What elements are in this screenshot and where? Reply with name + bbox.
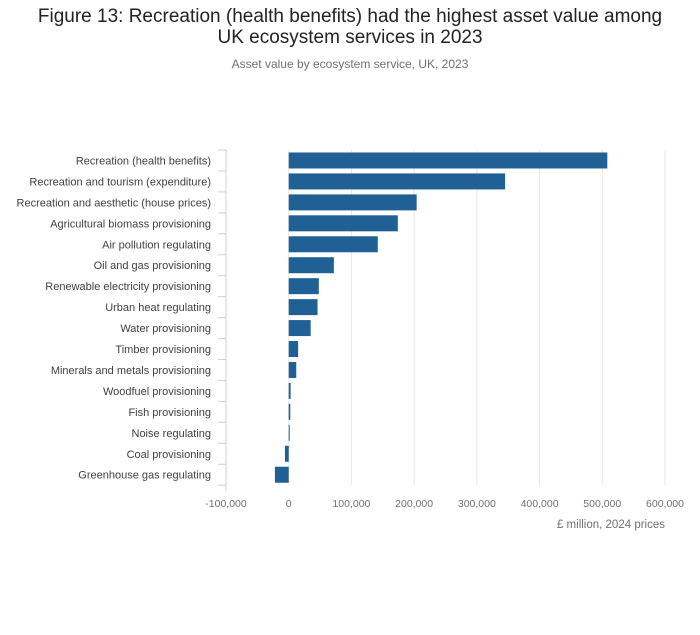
category-label: Oil and gas provisioning <box>94 260 211 272</box>
x-tick-label: 200,000 <box>395 498 433 510</box>
x-tick-label: 100,000 <box>332 498 370 510</box>
category-label: Greenhouse gas regulating <box>78 470 211 482</box>
category-label: Water provisioning <box>120 323 211 335</box>
bar <box>288 424 290 441</box>
category-label: Minerals and metals provisioning <box>51 365 211 377</box>
x-tick-label: 600,000 <box>646 498 684 510</box>
bar <box>288 236 378 253</box>
x-tick-label: 0 <box>286 498 292 510</box>
bar <box>288 361 297 378</box>
bar <box>288 215 398 232</box>
chart-title-line-1: Figure 13: Recreation (health benefits) … <box>37 6 663 27</box>
category-label: Recreation (health benefits) <box>76 155 211 167</box>
category-label: Recreation and tourism (expenditure) <box>29 176 211 188</box>
bar <box>288 257 334 274</box>
category-label: Urban heat regulating <box>105 302 211 314</box>
chart-title: Figure 13: Recreation (health benefits) … <box>0 6 700 48</box>
bar <box>288 173 506 190</box>
bar <box>288 382 291 399</box>
bar <box>288 403 291 420</box>
x-axis-title: £ million, 2024 prices <box>557 519 665 531</box>
category-label: Recreation and aesthetic (house prices) <box>17 197 211 209</box>
bar <box>288 194 417 211</box>
bar <box>288 152 608 169</box>
category-label: Agricultural biomass provisioning <box>50 218 211 230</box>
category-label: Renewable electricity provisioning <box>45 281 211 293</box>
bar <box>284 445 289 462</box>
bar <box>274 466 289 483</box>
bar <box>288 341 299 358</box>
chart-title-line-2: UK ecosystem services in 2023 <box>217 27 483 48</box>
x-tick-label: -100,000 <box>205 498 247 510</box>
category-label: Fish provisioning <box>128 407 211 419</box>
category-label: Timber provisioning <box>115 344 211 356</box>
x-tick-label: 500,000 <box>583 498 621 510</box>
bar <box>288 299 318 316</box>
category-label: Noise regulating <box>132 428 212 440</box>
x-tick-label: 400,000 <box>521 498 559 510</box>
bar <box>288 278 319 295</box>
category-label: Coal provisioning <box>127 449 211 461</box>
x-tick-label: 300,000 <box>458 498 496 510</box>
bar <box>288 320 311 337</box>
chart-subtitle: Asset value by ecosystem service, UK, 20… <box>231 57 469 71</box>
category-label: Woodfuel provisioning <box>103 386 211 398</box>
category-label: Air pollution regulating <box>102 239 211 251</box>
